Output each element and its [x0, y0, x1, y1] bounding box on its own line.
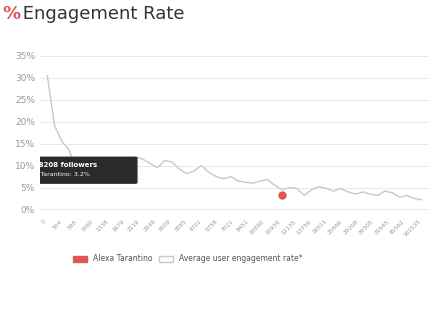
Text: Alexa Tarantino: 3.2%: Alexa Tarantino: 3.2% — [21, 172, 90, 177]
Text: Engagement Rate: Engagement Rate — [17, 5, 184, 23]
FancyBboxPatch shape — [5, 171, 16, 177]
Text: 28208 followers: 28208 followers — [34, 162, 97, 168]
FancyBboxPatch shape — [0, 157, 137, 183]
Legend: Alexa Tarantino, Average user engagement rate*: Alexa Tarantino, Average user engagement… — [73, 254, 302, 263]
Text: %: % — [2, 5, 20, 23]
